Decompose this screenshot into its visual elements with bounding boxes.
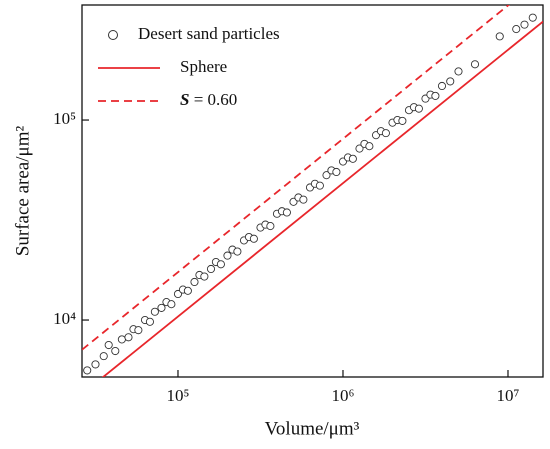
data-point [495,32,504,41]
legend-marker [108,30,118,40]
data-point [454,67,463,76]
line [82,5,510,351]
data-point [200,272,209,281]
data-point [249,234,258,243]
data-point [183,286,192,295]
y-tick-label: 10⁵ [53,109,76,128]
y-tick-label: 10⁴ [53,309,76,328]
data-point [332,167,341,177]
legend-label: Desert sand particles [138,24,280,43]
data-point [322,171,331,180]
plot-frame [81,4,544,378]
data-point [124,333,133,342]
data-point [365,142,374,151]
data-point [381,129,390,138]
line [101,20,543,377]
data-point [173,289,183,299]
data-point [431,91,440,100]
data-point [99,352,108,361]
data-point [446,77,455,86]
data-point [528,13,537,22]
data-point [355,144,364,153]
data-point [150,307,159,316]
data-point [223,251,232,260]
data-point [437,81,447,91]
data-point [512,25,521,34]
data-point [520,20,529,29]
data-point [266,222,275,231]
data-point [315,181,324,190]
legend-label: S = 0.60 [180,90,237,109]
x-tick-label: 10⁷ [497,386,520,405]
data-point [470,60,480,69]
data-point [91,360,100,369]
data-point [414,104,423,113]
x-tick-label: 10⁵ [167,386,190,405]
data-point [83,366,92,375]
data-point [190,277,199,287]
x-axis-label: Volume/μm³ [265,418,360,439]
data-point [233,247,242,256]
data-point [111,346,120,356]
data-point [117,335,126,344]
data-point [299,195,308,204]
data-point [216,260,225,269]
data-point [134,326,143,335]
data-point [398,116,407,125]
legend-label: Sphere [180,57,227,76]
data-point [104,340,113,350]
data-point [145,317,154,326]
data-point [348,154,357,163]
y-axis-label: Surface area/μm² [12,126,33,257]
plot-area [82,5,543,377]
data-point [282,208,291,217]
data-point [167,300,176,309]
data-point [206,264,216,274]
x-tick-label: 10⁶ [332,386,355,405]
data-point [157,303,166,312]
